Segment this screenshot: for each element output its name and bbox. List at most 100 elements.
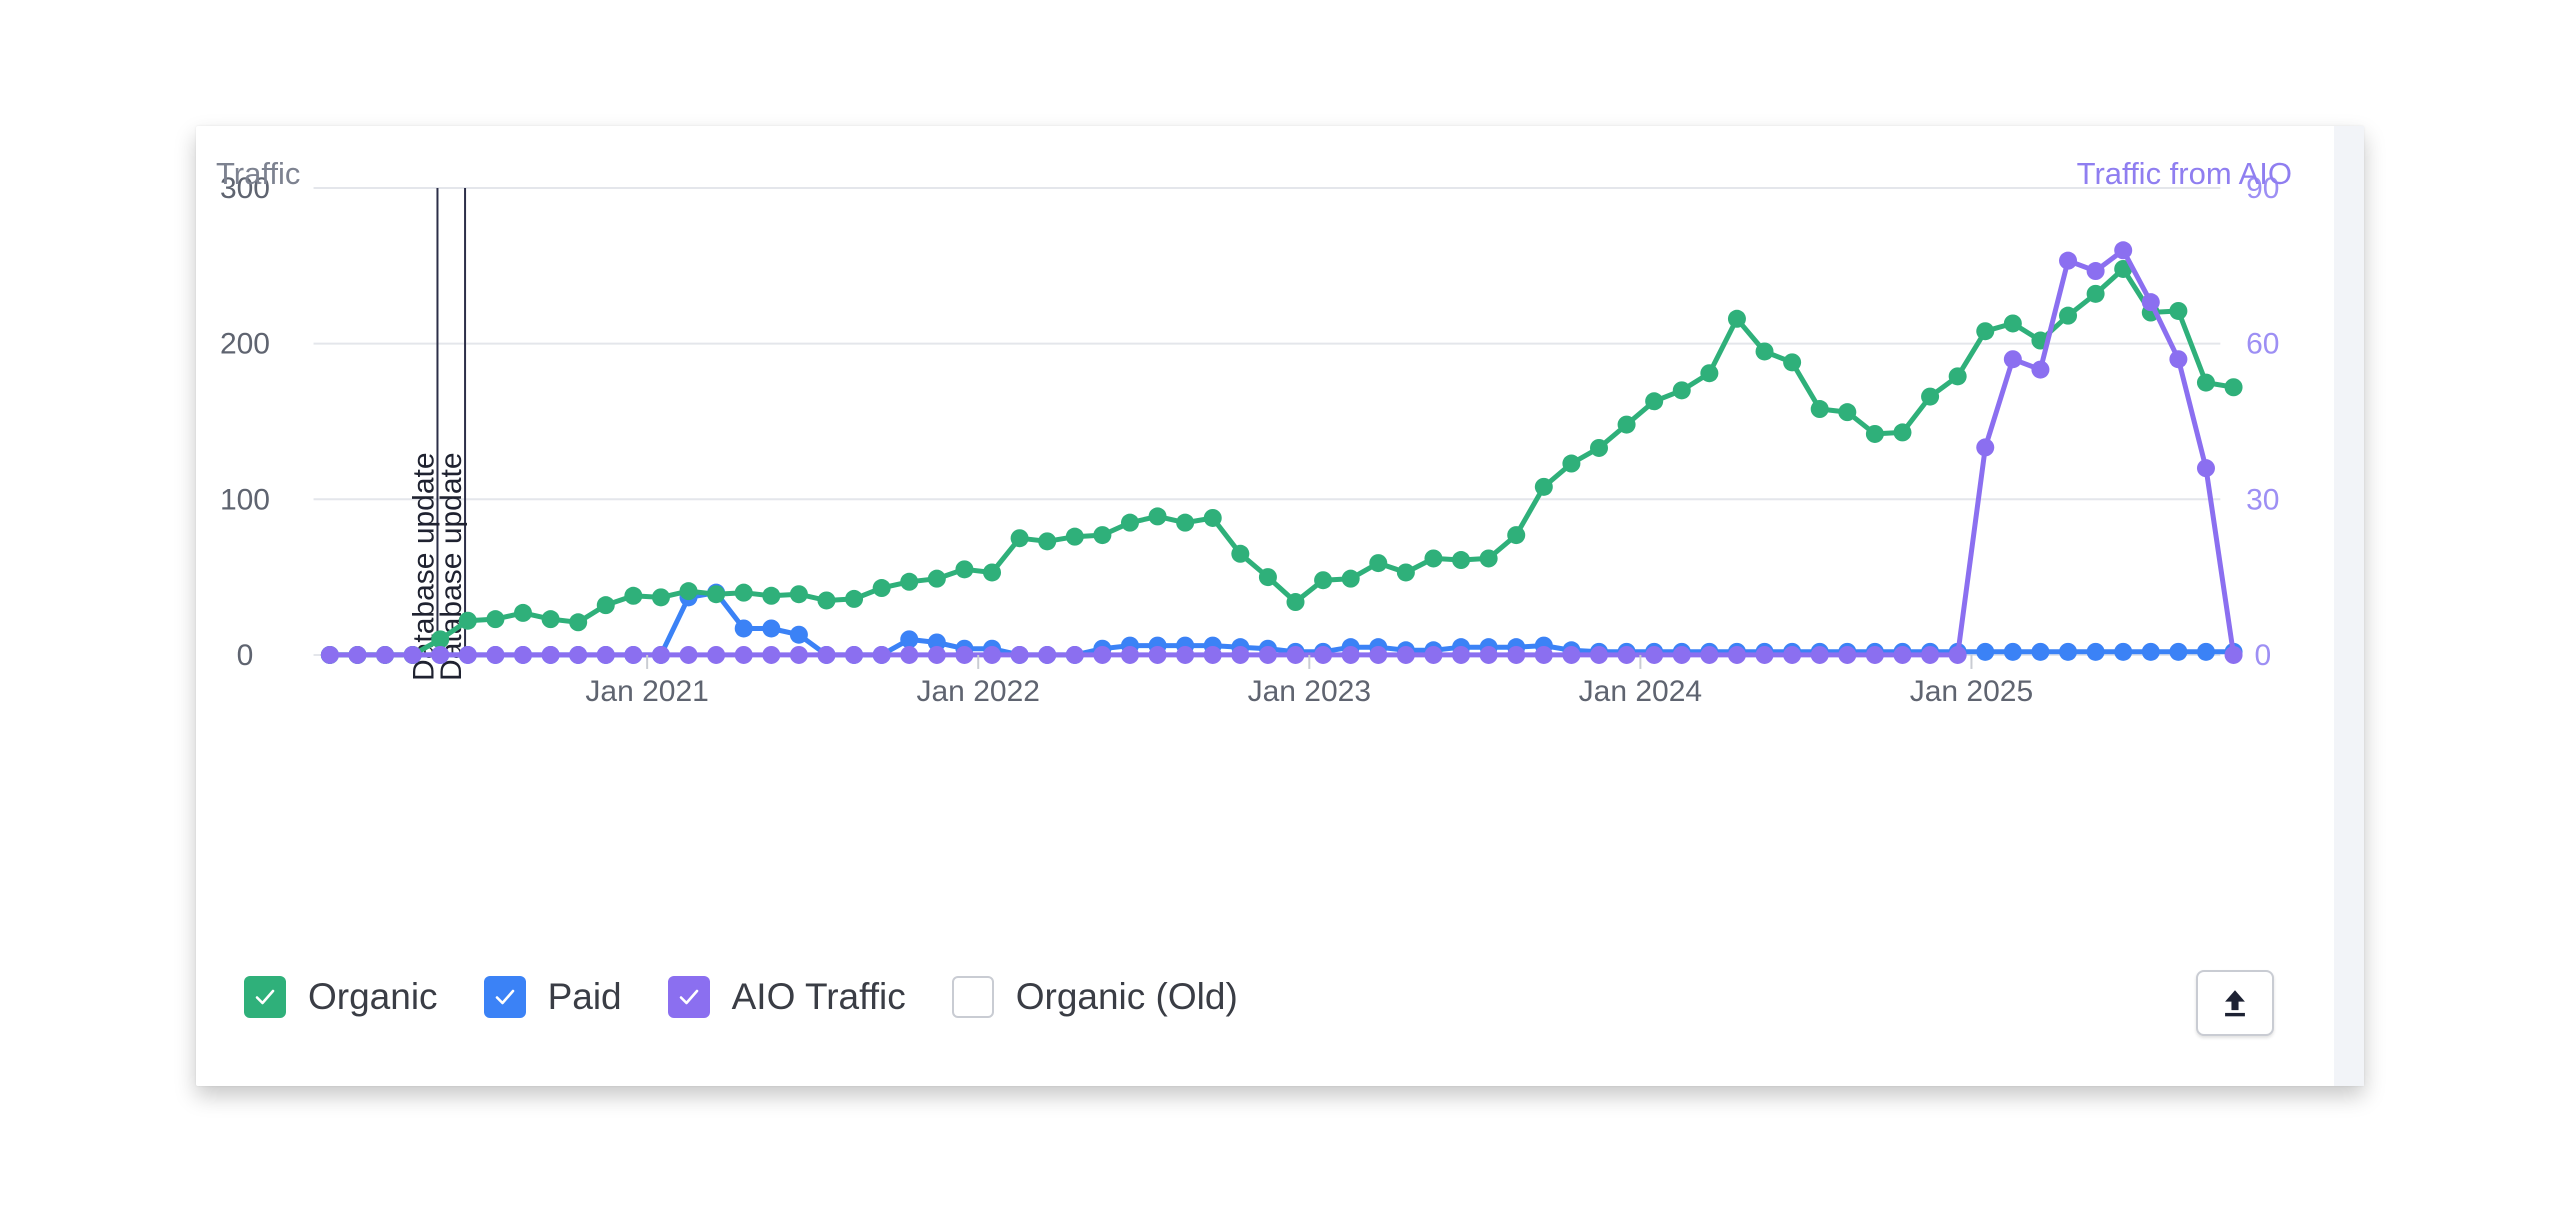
- paid-checkbox[interactable]: [483, 976, 526, 1018]
- data-point[interactable]: [569, 645, 588, 664]
- data-point[interactable]: [2114, 259, 2133, 278]
- data-point[interactable]: [431, 630, 450, 649]
- data-point[interactable]: [1976, 322, 1995, 341]
- data-point[interactable]: [1589, 645, 1608, 664]
- data-point[interactable]: [927, 569, 946, 588]
- data-point[interactable]: [1396, 645, 1415, 664]
- data-point[interactable]: [900, 645, 919, 664]
- data-point[interactable]: [1424, 645, 1443, 664]
- data-point[interactable]: [651, 645, 670, 664]
- data-point[interactable]: [1645, 645, 1664, 664]
- data-point[interactable]: [1921, 645, 1940, 664]
- data-point[interactable]: [1286, 645, 1305, 664]
- data-point[interactable]: [486, 610, 505, 629]
- data-point[interactable]: [1286, 593, 1305, 612]
- data-point[interactable]: [955, 645, 974, 664]
- data-point[interactable]: [1810, 400, 1829, 419]
- data-point[interactable]: [872, 579, 891, 598]
- data-point[interactable]: [955, 560, 974, 579]
- data-point[interactable]: [2169, 642, 2188, 661]
- data-point[interactable]: [1396, 563, 1415, 582]
- data-point[interactable]: [1755, 645, 1774, 664]
- data-point[interactable]: [569, 613, 588, 632]
- data-point[interactable]: [1783, 645, 1802, 664]
- data-point[interactable]: [1176, 645, 1195, 664]
- data-point[interactable]: [707, 645, 726, 664]
- aio-traffic-checkbox[interactable]: [667, 976, 710, 1018]
- data-point[interactable]: [734, 645, 753, 664]
- data-point[interactable]: [900, 630, 919, 649]
- data-point[interactable]: [458, 611, 477, 630]
- legend-item-aio-traffic[interactable]: AIO Traffic: [667, 976, 906, 1018]
- data-point[interactable]: [1010, 529, 1029, 548]
- data-point[interactable]: [2003, 642, 2022, 661]
- data-point[interactable]: [1369, 645, 1388, 664]
- data-point[interactable]: [1976, 438, 1995, 457]
- organic-checkbox[interactable]: [244, 976, 286, 1018]
- data-point[interactable]: [1783, 353, 1802, 372]
- data-point[interactable]: [1093, 526, 1112, 545]
- data-point[interactable]: [624, 645, 643, 664]
- data-point[interactable]: [1231, 645, 1250, 664]
- data-point[interactable]: [2224, 645, 2243, 664]
- data-point[interactable]: [1479, 645, 1498, 664]
- data-point[interactable]: [651, 588, 670, 607]
- data-point[interactable]: [1452, 645, 1471, 664]
- data-point[interactable]: [1231, 544, 1250, 563]
- data-point[interactable]: [1258, 568, 1277, 587]
- data-point[interactable]: [789, 625, 808, 644]
- data-point[interactable]: [1865, 424, 1884, 443]
- legend-item-organic-old[interactable]: Organic (Old): [951, 976, 1238, 1018]
- data-point[interactable]: [734, 619, 753, 638]
- data-point[interactable]: [2196, 642, 2215, 661]
- data-point[interactable]: [2086, 642, 2105, 661]
- data-point[interactable]: [1755, 342, 1774, 361]
- data-point[interactable]: [1148, 645, 1167, 664]
- data-point[interactable]: [1976, 642, 1995, 661]
- data-point[interactable]: [1424, 549, 1443, 568]
- data-point[interactable]: [2003, 314, 2022, 333]
- data-point[interactable]: [1893, 423, 1912, 442]
- data-point[interactable]: [2031, 360, 2050, 379]
- data-point[interactable]: [1589, 438, 1608, 457]
- data-point[interactable]: [541, 645, 560, 664]
- data-point[interactable]: [2086, 284, 2105, 303]
- data-point[interactable]: [927, 645, 946, 664]
- data-point[interactable]: [1341, 569, 1360, 588]
- data-point[interactable]: [1700, 645, 1719, 664]
- data-point[interactable]: [983, 563, 1002, 582]
- data-point[interactable]: [762, 586, 781, 605]
- data-point[interactable]: [1369, 554, 1388, 573]
- data-point[interactable]: [762, 645, 781, 664]
- data-point[interactable]: [541, 610, 560, 629]
- data-point[interactable]: [900, 572, 919, 591]
- data-point[interactable]: [1617, 645, 1636, 664]
- data-point[interactable]: [1120, 513, 1139, 532]
- data-point[interactable]: [927, 633, 946, 652]
- data-point[interactable]: [1534, 645, 1553, 664]
- data-point[interactable]: [458, 645, 477, 664]
- data-point[interactable]: [1948, 367, 1967, 386]
- data-point[interactable]: [2196, 373, 2215, 392]
- data-point[interactable]: [1617, 415, 1636, 434]
- data-point[interactable]: [2086, 262, 2105, 281]
- data-point[interactable]: [513, 603, 532, 622]
- data-point[interactable]: [1120, 645, 1139, 664]
- data-point[interactable]: [1479, 549, 1498, 568]
- data-point[interactable]: [2059, 306, 2078, 325]
- data-point[interactable]: [1893, 645, 1912, 664]
- data-point[interactable]: [1258, 645, 1277, 664]
- data-point[interactable]: [2031, 642, 2050, 661]
- data-point[interactable]: [1700, 364, 1719, 383]
- data-point[interactable]: [734, 583, 753, 602]
- data-point[interactable]: [1672, 381, 1691, 400]
- data-point[interactable]: [762, 619, 781, 638]
- data-point[interactable]: [1562, 645, 1581, 664]
- data-point[interactable]: [596, 645, 615, 664]
- data-point[interactable]: [845, 589, 864, 608]
- data-point[interactable]: [1810, 645, 1829, 664]
- organic-old-checkbox[interactable]: [951, 976, 994, 1018]
- data-point[interactable]: [983, 645, 1002, 664]
- legend-item-paid[interactable]: Paid: [483, 976, 622, 1018]
- data-point[interactable]: [1314, 571, 1333, 590]
